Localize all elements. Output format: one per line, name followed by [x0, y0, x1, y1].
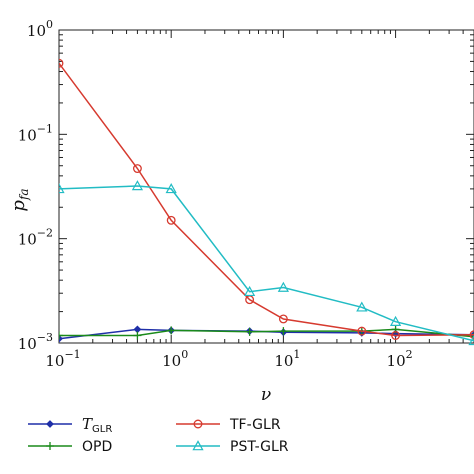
data-point — [165, 183, 177, 194]
x-tick-label: 100 — [162, 348, 188, 370]
legend-marker — [46, 420, 54, 428]
y-tick-label: 10−3 — [18, 331, 53, 353]
y-tick-label: 10−1 — [18, 122, 53, 144]
data-point — [245, 327, 254, 336]
y-tick-label: 10−2 — [18, 227, 53, 249]
data-point — [357, 326, 367, 336]
legend-label: TF-GLR — [229, 417, 281, 433]
series-line — [59, 185, 474, 342]
x-axis-label: ν — [261, 385, 271, 405]
y-axis-label-main: p — [8, 200, 29, 212]
legend-marker — [192, 440, 204, 451]
legend: TGLR OPD TF-GLR PST-GLR — [28, 415, 289, 455]
y-tick-label: 100 — [27, 18, 53, 40]
legend-label: PST-GLR — [230, 439, 289, 455]
data-point — [132, 164, 142, 173]
data-point — [131, 180, 144, 191]
legend-item: TGLR — [28, 415, 112, 435]
data-point — [391, 331, 401, 340]
series-t — [59, 325, 474, 343]
series-pst-glr — [59, 180, 474, 346]
x-tick-label: 101 — [274, 348, 300, 370]
legend-item: TF-GLR — [176, 417, 281, 433]
data-point — [59, 183, 65, 194]
series-line — [59, 328, 474, 338]
x-tick-label: 10−1 — [45, 348, 80, 370]
y-axis-label-sub: fa — [17, 188, 31, 201]
minor-ticks — [59, 30, 474, 343]
data-point — [59, 58, 64, 68]
legend-marker — [193, 419, 203, 429]
data-point — [356, 301, 368, 312]
series-line — [59, 62, 474, 337]
data-point — [277, 281, 290, 292]
series-tf-glr — [59, 58, 474, 340]
data-point — [133, 331, 142, 340]
x-tick-label: 102 — [387, 348, 413, 370]
data-point — [167, 326, 176, 335]
series-layer — [59, 58, 474, 346]
y-axis-label: pfa — [8, 188, 31, 211]
data-point — [468, 334, 474, 346]
data-point — [470, 332, 474, 341]
legend-label: TGLR — [82, 415, 112, 435]
legend-marker — [46, 442, 54, 450]
data-point — [469, 330, 474, 340]
tick-labels: 10−1 100 101 102 100 10−1 10−2 10−3 — [18, 18, 413, 370]
data-point — [279, 327, 288, 336]
data-point — [166, 215, 176, 225]
series-opd — [59, 325, 474, 341]
data-point — [59, 334, 63, 343]
legend-item: PST-GLR — [176, 439, 289, 455]
legend-item: OPD — [28, 439, 112, 455]
data-point — [243, 285, 256, 297]
data-point — [389, 315, 402, 326]
legend-label: OPD — [82, 439, 112, 455]
data-point — [59, 331, 63, 340]
data-point — [278, 314, 288, 324]
